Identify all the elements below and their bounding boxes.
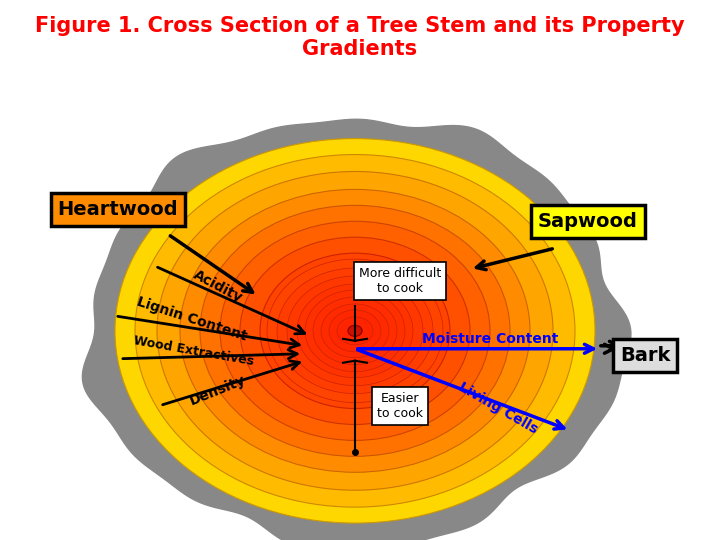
Ellipse shape <box>260 253 450 409</box>
Ellipse shape <box>305 290 405 372</box>
Text: More difficult
to cook: More difficult to cook <box>359 267 441 295</box>
Text: Heartwood: Heartwood <box>58 200 179 219</box>
Text: Sapwood: Sapwood <box>538 212 638 231</box>
Ellipse shape <box>297 284 413 377</box>
Text: Acidity: Acidity <box>191 267 245 305</box>
Ellipse shape <box>313 297 397 364</box>
Ellipse shape <box>287 276 423 386</box>
Ellipse shape <box>329 310 381 352</box>
Text: Moisture Content: Moisture Content <box>422 332 558 346</box>
Text: Living Cells: Living Cells <box>456 380 540 437</box>
Ellipse shape <box>157 172 553 490</box>
Ellipse shape <box>240 237 470 424</box>
Text: Bark: Bark <box>620 346 670 365</box>
Ellipse shape <box>135 154 575 507</box>
Ellipse shape <box>220 221 490 441</box>
Polygon shape <box>82 119 631 540</box>
Ellipse shape <box>267 259 443 402</box>
Ellipse shape <box>277 268 433 394</box>
Text: Easier
to cook: Easier to cook <box>377 392 423 420</box>
Text: Density: Density <box>188 373 248 408</box>
Text: Figure 1. Cross Section of a Tree Stem and its Property
Gradients: Figure 1. Cross Section of a Tree Stem a… <box>35 16 685 59</box>
Ellipse shape <box>180 190 530 472</box>
Ellipse shape <box>200 205 510 456</box>
Ellipse shape <box>337 317 373 345</box>
Ellipse shape <box>348 326 362 336</box>
Ellipse shape <box>115 139 595 523</box>
Ellipse shape <box>321 304 389 357</box>
Text: Lignin Content: Lignin Content <box>135 294 249 343</box>
Text: Wood Extractives: Wood Extractives <box>132 334 255 368</box>
